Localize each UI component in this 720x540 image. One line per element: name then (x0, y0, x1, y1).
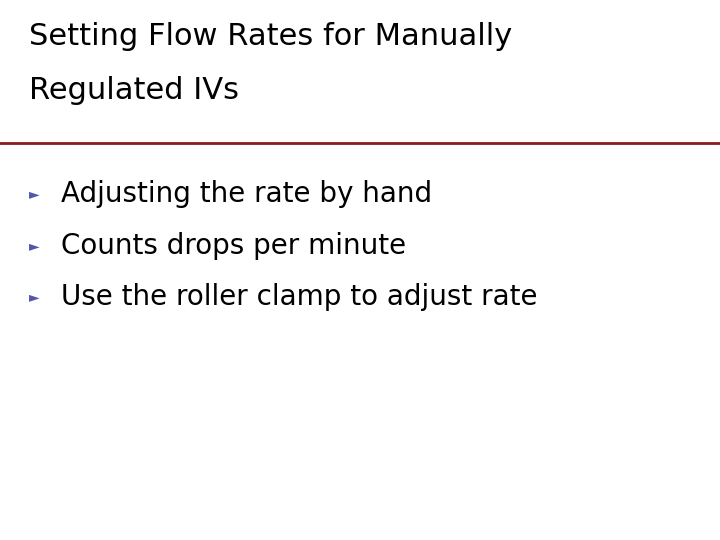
Text: Use the roller clamp to adjust rate: Use the roller clamp to adjust rate (61, 283, 538, 311)
Text: Counts drops per minute: Counts drops per minute (61, 232, 406, 260)
Text: ►: ► (29, 187, 40, 201)
Text: Adjusting the rate by hand: Adjusting the rate by hand (61, 180, 432, 208)
Text: ►: ► (29, 239, 40, 253)
Text: Regulated IVs: Regulated IVs (29, 76, 239, 105)
Text: ►: ► (29, 290, 40, 304)
Text: Setting Flow Rates for Manually: Setting Flow Rates for Manually (29, 22, 512, 51)
